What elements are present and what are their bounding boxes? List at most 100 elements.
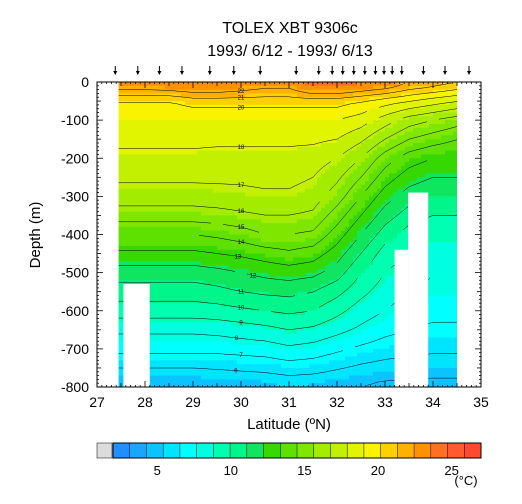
field-cell [333, 257, 338, 262]
field-cell [125, 177, 130, 182]
field-cell [197, 268, 202, 274]
field-cell [165, 97, 170, 102]
field-cell [209, 165, 214, 171]
field-cell [329, 268, 334, 274]
field-cell [269, 238, 274, 243]
field-cell [329, 82, 334, 87]
field-cell [445, 104, 450, 110]
field-cell [313, 204, 318, 209]
field-cell [401, 165, 406, 171]
field-cell [213, 165, 218, 171]
field-cell [117, 223, 122, 228]
field-cell [201, 82, 206, 87]
field-cell [305, 245, 310, 251]
field-cell [433, 196, 438, 201]
field-cell [297, 238, 302, 243]
field-cell [325, 123, 330, 129]
field-cell [257, 200, 262, 205]
field-cell [165, 238, 170, 243]
field-cell [429, 177, 434, 182]
field-cell [121, 226, 126, 232]
field-cell [249, 93, 254, 98]
field-cell [233, 143, 238, 148]
field-cell [361, 245, 366, 251]
field-cell [333, 265, 338, 270]
field-cell [285, 177, 290, 182]
field-cell [309, 253, 314, 258]
field-cell [269, 135, 274, 140]
field-cell [181, 257, 186, 262]
field-cell [365, 146, 370, 152]
field-cell [281, 249, 286, 255]
field-cell [157, 272, 162, 278]
field-cell [405, 181, 410, 186]
field-cell [353, 165, 358, 171]
field-cell [333, 188, 338, 194]
field-cell [237, 238, 242, 243]
field-cell [161, 253, 166, 258]
field-cell [213, 249, 218, 255]
field-cell [397, 238, 402, 243]
field-cell [205, 85, 210, 91]
field-cell [257, 104, 262, 110]
field-cell [293, 150, 298, 156]
field-cell [317, 82, 322, 87]
field-cell [313, 123, 318, 129]
field-cell [185, 162, 190, 167]
field-cell [353, 158, 358, 163]
field-cell [169, 127, 174, 133]
field-cell [337, 154, 342, 159]
field-cell [281, 101, 286, 106]
field-cell [373, 211, 378, 217]
field-cell [237, 101, 242, 106]
field-cell [349, 234, 354, 239]
field-cell [193, 226, 198, 232]
field-cell [161, 257, 166, 262]
field-cell [169, 196, 174, 201]
field-cell [277, 196, 282, 201]
field-cell [345, 135, 350, 140]
field-cell [445, 108, 450, 114]
field-cell [365, 215, 370, 220]
field-cell [349, 104, 354, 110]
field-cell [369, 165, 374, 171]
field-cell [165, 101, 170, 106]
field-cell [165, 223, 170, 228]
field-cell [181, 276, 186, 281]
field-cell [177, 215, 182, 220]
field-cell [117, 249, 122, 255]
field-cell [321, 146, 326, 152]
field-cell [277, 82, 282, 87]
field-cell [201, 230, 206, 236]
field-cell [345, 162, 350, 167]
field-cell [253, 207, 258, 213]
field-cell [121, 230, 126, 236]
field-cell [345, 223, 350, 228]
field-cell [257, 242, 262, 247]
field-cell [165, 257, 170, 262]
field-cell [381, 82, 386, 87]
field-cell [285, 169, 290, 175]
field-cell [185, 249, 190, 255]
field-cell [313, 219, 318, 224]
field-cell [321, 165, 326, 171]
field-cell [141, 120, 146, 125]
field-cell [425, 120, 430, 125]
field-cell [169, 177, 174, 182]
field-cell [229, 162, 234, 167]
field-cell [313, 116, 318, 121]
field-cell [369, 162, 374, 167]
field-cell [445, 127, 450, 133]
field-cell [261, 169, 266, 175]
field-cell [277, 223, 282, 228]
field-cell [341, 146, 346, 152]
field-cell [289, 165, 294, 171]
field-cell [325, 223, 330, 228]
field-cell [417, 139, 422, 144]
field-cell [197, 223, 202, 228]
field-cell [121, 265, 126, 270]
field-cell [169, 116, 174, 121]
field-cell [225, 192, 230, 197]
field-cell [453, 181, 458, 186]
field-cell [385, 139, 390, 144]
